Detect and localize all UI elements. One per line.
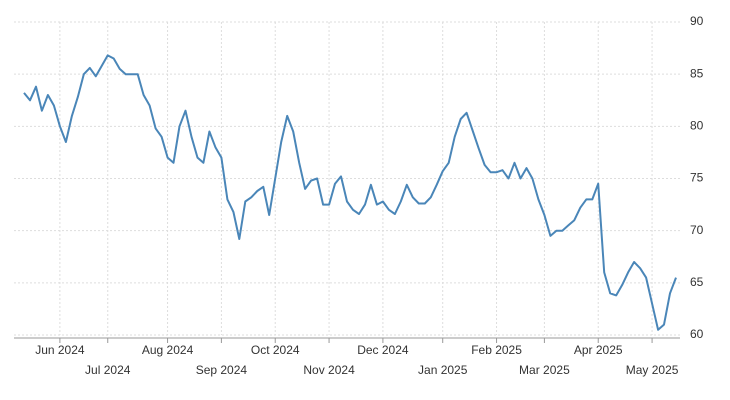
x-tick-label: Mar 2025 [519, 363, 570, 377]
x-tick-label: Dec 2024 [357, 343, 409, 357]
y-tick-label: 70 [690, 223, 704, 237]
y-tick-label: 75 [690, 171, 704, 185]
x-tick-label: Jan 2025 [418, 363, 468, 377]
y-tick-label: 85 [690, 66, 704, 80]
x-tick-label: Jun 2024 [35, 343, 85, 357]
x-tick-label: Feb 2025 [471, 343, 522, 357]
x-tick-label: Aug 2024 [142, 343, 194, 357]
price-line [23, 54, 677, 331]
x-tick-label: Nov 2024 [303, 363, 355, 377]
x-tick-label: Apr 2025 [574, 343, 623, 357]
x-tick-label: Jul 2024 [85, 363, 131, 377]
y-tick-label: 80 [690, 119, 704, 133]
x-tick-label: Sep 2024 [196, 363, 248, 377]
y-tick-label: 90 [690, 14, 704, 28]
x-tick-label: Oct 2024 [251, 343, 300, 357]
x-tick-label: May 2025 [626, 363, 679, 377]
y-tick-label: 65 [690, 275, 704, 289]
y-tick-label: 60 [690, 327, 704, 341]
